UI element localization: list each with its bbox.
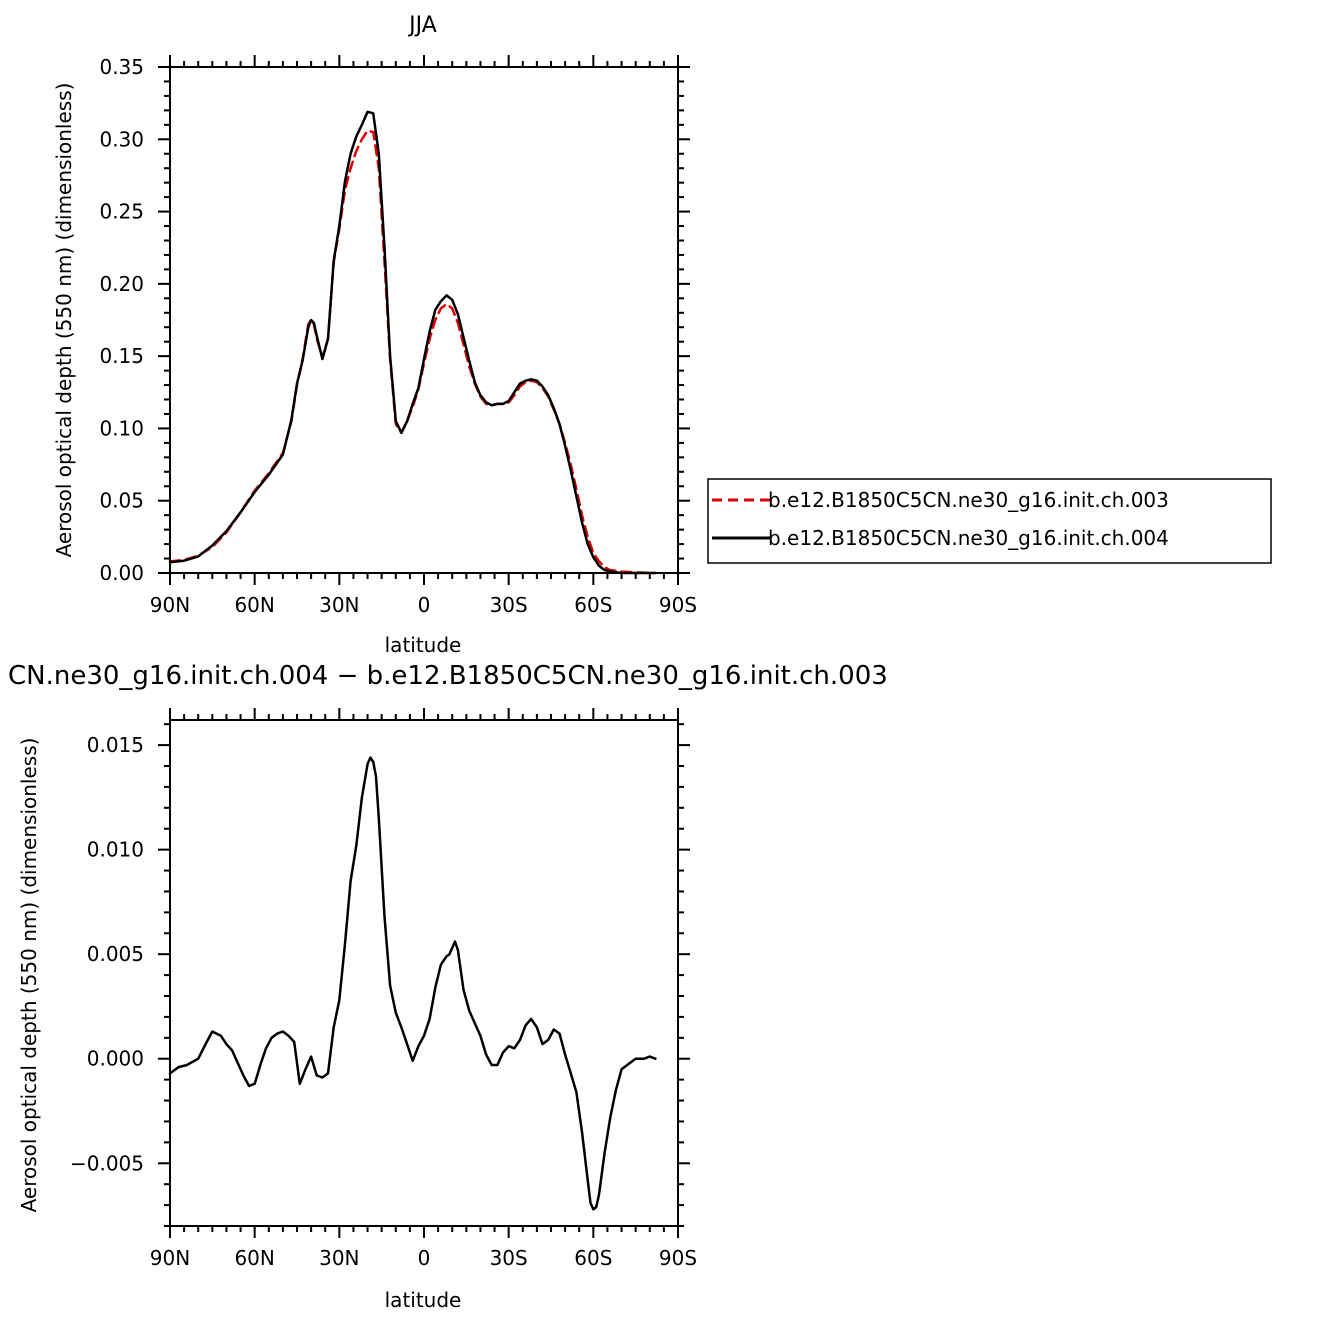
- bottom-series-lines: [168, 756, 657, 1211]
- top-chart-title: JJA: [407, 13, 437, 38]
- top-y-tick-label: 0.00: [99, 561, 144, 585]
- top-series-lines: [168, 110, 657, 575]
- bottom-y-tick-label: 0.005: [87, 942, 144, 966]
- bottom-y-tick-label: 0.000: [87, 1047, 144, 1071]
- bottom-x-tick-label: 30N: [319, 1246, 359, 1270]
- top-y-tick-label: 0.05: [99, 489, 144, 513]
- legend-label-003: b.e12.B1850C5CN.ne30_g16.init.ch.003: [768, 488, 1169, 512]
- bottom-x-tick-label: 90S: [659, 1246, 697, 1270]
- top-y-tick-label: 0.25: [99, 200, 144, 224]
- top-y-axis-label: Aerosol optical depth (550 nm) (dimensio…: [52, 83, 76, 558]
- legend-box: [707, 478, 1272, 564]
- top-series-line-0: [168, 129, 657, 575]
- bottom-x-tick-label: 0: [418, 1246, 431, 1270]
- top-y-tick-label: 0.30: [99, 127, 144, 151]
- legend-label-004: b.e12.B1850C5CN.ne30_g16.init.ch.004: [768, 526, 1169, 550]
- top-y-tick-label: 0.20: [99, 272, 144, 296]
- bottom-y-tick-label: 0.010: [87, 838, 144, 862]
- top-y-tick-label: 0.35: [99, 55, 144, 79]
- top-x-tick-label: 90N: [150, 593, 190, 617]
- top-x-tick-label: 30N: [319, 593, 359, 617]
- top-chart: JJA Aerosol optical depth (550 nm) (dime…: [52, 13, 697, 657]
- top-x-tick-label: 30S: [490, 593, 528, 617]
- bottom-y-tick-label: 0.015: [87, 733, 144, 757]
- top-x-tick-label: 90S: [659, 593, 697, 617]
- top-x-tick-label: 60N: [234, 593, 274, 617]
- top-x-axis-label: latitude: [385, 633, 462, 657]
- legend: b.e12.B1850C5CN.ne30_g16.init.ch.003 b.e…: [707, 478, 1272, 564]
- bottom-series-line-0: [168, 756, 657, 1211]
- bottom-x-tick-label: 60N: [234, 1246, 274, 1270]
- bottom-chart-title: CN.ne30_g16.init.ch.004 − b.e12.B1850C5C…: [8, 661, 888, 691]
- bottom-x-tick-label: 30S: [490, 1246, 528, 1270]
- bottom-y-axis-label: Aerosol optical depth (550 nm) (dimensio…: [17, 738, 41, 1213]
- top-axis-ticks: 90N 60N 30N 0 30S 60S 90S 0.00 0.05 0.10 0.15 0.20 0…: [99, 55, 697, 617]
- top-y-tick-label: 0.10: [99, 416, 144, 440]
- bottom-x-tick-label: 90N: [150, 1246, 190, 1270]
- bottom-x-axis-label: latitude: [385, 1288, 462, 1312]
- bottom-y-tick-label: −0.005: [70, 1151, 144, 1175]
- top-series-line-1: [168, 110, 657, 575]
- bottom-axis-ticks: 90N 60N 30N 0 30S 60S 90S −0.005 0.000 0.005 0.010…: [70, 708, 697, 1270]
- bottom-x-tick-label: 60S: [574, 1246, 612, 1270]
- top-x-tick-label: 60S: [574, 593, 612, 617]
- bottom-plot-frame: [169, 719, 679, 1227]
- top-x-tick-label: 0: [418, 593, 431, 617]
- top-y-tick-label: 0.15: [99, 344, 144, 368]
- bottom-chart: CN.ne30_g16.init.ch.004 − b.e12.B1850C5C…: [8, 661, 888, 1312]
- top-plot-frame: [169, 66, 679, 574]
